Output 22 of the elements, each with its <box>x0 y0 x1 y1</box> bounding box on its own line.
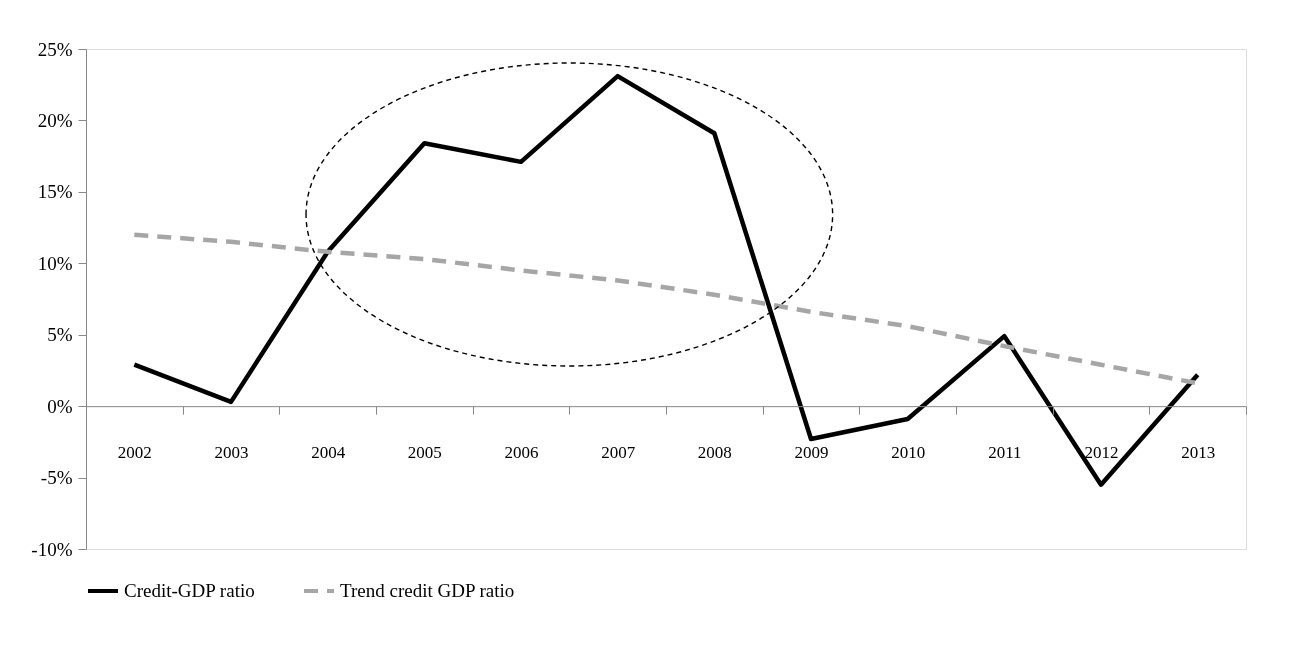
y-tick-label: 15% <box>37 181 73 203</box>
x-tick-label: 2004 <box>311 442 346 462</box>
y-tick-label: -10% <box>31 538 73 560</box>
legend-label: Trend credit GDP ratio <box>340 580 515 601</box>
x-tick-label: 2002 <box>117 442 152 462</box>
x-tick-label: 2003 <box>214 442 249 462</box>
y-tick-label: 10% <box>37 252 73 274</box>
x-tick-label: 2009 <box>794 442 829 462</box>
x-tick-label: 2006 <box>504 442 539 462</box>
y-tick-label: -5% <box>40 467 73 489</box>
x-tick-label: 2008 <box>697 442 732 462</box>
y-tick-label: 5% <box>47 324 73 346</box>
x-tick-label: 2010 <box>891 442 926 462</box>
y-tick-label: 20% <box>37 109 73 131</box>
x-tick-label: 2012 <box>1084 442 1119 462</box>
x-tick-label: 2007 <box>601 442 636 462</box>
y-tick-label: 25% <box>37 38 73 60</box>
legend-label: Credit-GDP ratio <box>124 580 255 601</box>
x-tick-label: 2011 <box>988 442 1022 462</box>
y-tick-label: 0% <box>47 395 73 417</box>
x-tick-label: 2013 <box>1181 442 1216 462</box>
x-tick-label: 2005 <box>407 442 442 462</box>
